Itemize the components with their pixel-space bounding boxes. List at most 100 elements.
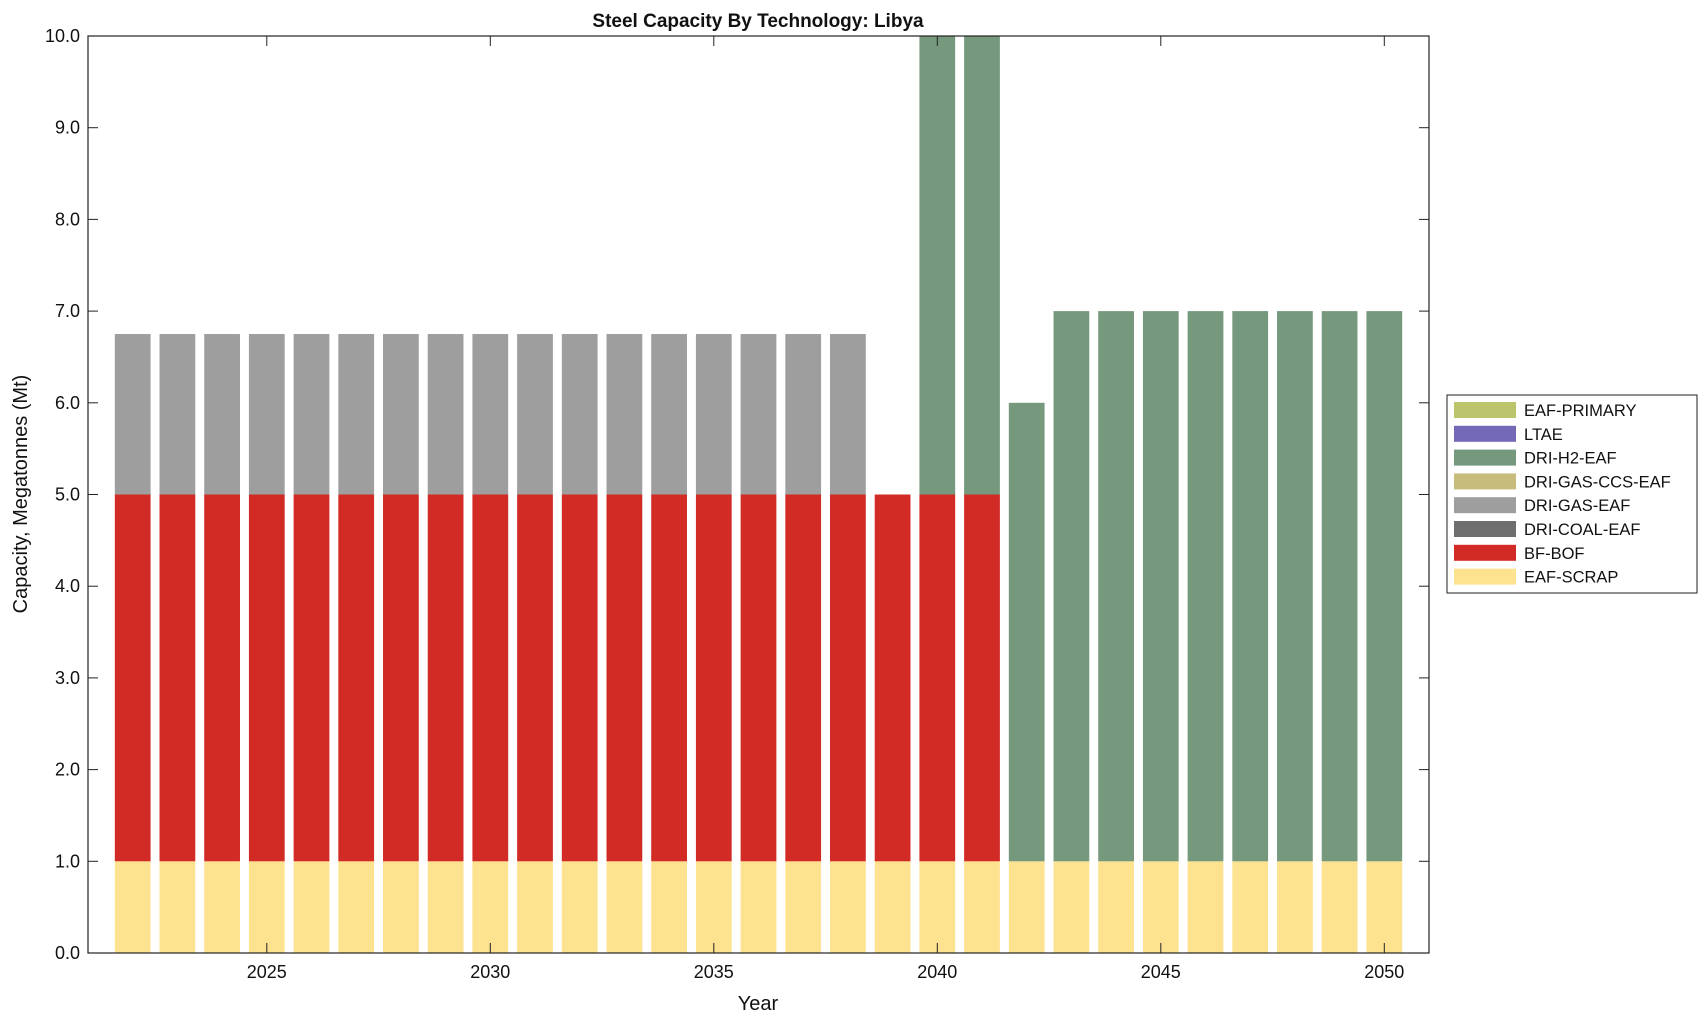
bar-bf-bof-2041 [964, 494, 1000, 862]
y-tick-label: 2.0 [55, 760, 80, 780]
bar-dri-h2-eaf-2045 [1142, 311, 1179, 862]
bar-bf-bof-2024 [204, 494, 240, 862]
legend-swatch-dri-gas-ccs-eaf [1454, 473, 1516, 490]
legend-swatch-dri-gas-eaf [1454, 497, 1516, 514]
bar-dri-h2-eaf-2041 [964, 36, 1000, 495]
chart-title: Steel Capacity By Technology: Libya [592, 11, 924, 32]
bar-eaf-scrap-2027 [338, 861, 375, 953]
legend-label-eaf-scrap: EAF-SCRAP [1524, 569, 1618, 587]
bar-bf-bof-2036 [740, 494, 777, 862]
bar-dri-gas-eaf-2036 [740, 334, 777, 495]
y-tick-label: 5.0 [55, 485, 80, 505]
y-tick-label: 0.0 [55, 943, 80, 963]
y-tick-label: 3.0 [55, 668, 80, 688]
bar-bf-bof-2029 [427, 494, 464, 862]
bar-dri-gas-eaf-2026 [293, 334, 330, 495]
bar-eaf-scrap-2026 [293, 861, 330, 953]
y-tick-label: 6.0 [55, 393, 80, 413]
bar-bf-bof-2023 [159, 494, 196, 862]
bar-dri-h2-eaf-2050 [1366, 311, 1403, 862]
bar-bf-bof-2034 [651, 494, 687, 862]
bar-dri-gas-eaf-2029 [427, 334, 464, 495]
y-tick-label: 9.0 [55, 118, 80, 138]
bar-dri-gas-eaf-2033 [606, 334, 643, 495]
bar-eaf-scrap-2023 [159, 861, 196, 953]
legend-label-dri-h2-eaf: DRI-H2-EAF [1524, 450, 1617, 468]
bar-eaf-scrap-2043 [1053, 861, 1090, 953]
legend-swatch-eaf-scrap [1454, 568, 1516, 585]
bar-dri-h2-eaf-2042 [1008, 402, 1045, 862]
bar-dri-h2-eaf-2044 [1098, 311, 1134, 862]
x-tick-label: 2035 [694, 962, 734, 982]
bar-dri-gas-eaf-2027 [338, 334, 375, 495]
bar-bf-bof-2031 [517, 494, 553, 862]
legend-swatch-dri-coal-eaf [1454, 521, 1516, 537]
bar-eaf-scrap-2050 [1366, 861, 1403, 953]
bar-bf-bof-2039 [874, 494, 911, 862]
legend-box [1446, 394, 1698, 594]
bar-eaf-scrap-2034 [651, 861, 687, 953]
bar-eaf-scrap-2040 [919, 861, 956, 953]
x-tick-label: 2040 [917, 962, 957, 982]
bar-eaf-scrap-2025 [248, 861, 285, 953]
bar-bf-bof-2030 [472, 494, 509, 862]
bar-bf-bof-2025 [248, 494, 285, 862]
bar-eaf-scrap-2042 [1008, 861, 1045, 953]
bar-dri-gas-eaf-2022 [114, 334, 151, 495]
bar-dri-gas-eaf-2034 [651, 334, 687, 495]
bar-eaf-scrap-2049 [1321, 861, 1358, 953]
legend-swatch-eaf-primary [1454, 402, 1516, 418]
bar-eaf-scrap-2031 [517, 861, 553, 953]
x-tick-label: 2025 [247, 962, 287, 982]
bar-bf-bof-2035 [695, 494, 732, 862]
bar-eaf-scrap-2028 [383, 861, 419, 953]
bar-dri-h2-eaf-2043 [1053, 311, 1090, 862]
bar-dri-h2-eaf-2049 [1321, 311, 1358, 862]
legend-swatch-bf-bof [1454, 544, 1516, 561]
bar-bf-bof-2028 [383, 494, 419, 862]
bar-eaf-scrap-2047 [1232, 861, 1269, 953]
legend-label-dri-coal-eaf: DRI-COAL-EAF [1524, 521, 1640, 539]
bar-eaf-scrap-2039 [874, 861, 911, 953]
bar-dri-gas-eaf-2023 [159, 334, 196, 495]
legend-swatch-dri-h2-eaf [1454, 449, 1516, 466]
bar-eaf-scrap-2035 [695, 861, 732, 953]
bar-eaf-scrap-2022 [114, 861, 151, 953]
legend-label-dri-gas-eaf: DRI-GAS-EAF [1524, 497, 1630, 515]
bar-eaf-scrap-2030 [472, 861, 509, 953]
y-tick-label: 4.0 [55, 576, 80, 596]
bar-eaf-scrap-2033 [606, 861, 643, 953]
legend-label-ltae: LTAE [1524, 426, 1563, 444]
bar-eaf-scrap-2024 [204, 861, 240, 953]
bar-eaf-scrap-2048 [1277, 861, 1313, 953]
bar-dri-gas-eaf-2038 [830, 334, 866, 495]
bar-eaf-scrap-2044 [1098, 861, 1134, 953]
legend: EAF-PRIMARY LTAE DRI-H2-EAF DRI-GAS-CCS-EAF… [1446, 394, 1698, 594]
x-tick-label: 2050 [1364, 962, 1404, 982]
bar-dri-gas-eaf-2030 [472, 334, 509, 495]
bar-bf-bof-2022 [114, 494, 151, 862]
y-tick-label: 10.0 [45, 26, 80, 46]
bar-dri-gas-eaf-2031 [517, 334, 553, 495]
bar-eaf-scrap-2037 [785, 861, 822, 953]
y-tick-label: 7.0 [55, 301, 80, 321]
bar-bf-bof-2038 [830, 494, 866, 862]
x-tick-label: 2045 [1141, 962, 1181, 982]
bar-dri-gas-eaf-2028 [383, 334, 419, 495]
y-tick-label: 8.0 [55, 209, 80, 229]
bar-dri-h2-eaf-2040 [919, 36, 956, 495]
bar-dri-h2-eaf-2046 [1187, 311, 1224, 862]
x-tick-label: 2030 [470, 962, 510, 982]
bar-dri-h2-eaf-2048 [1277, 311, 1313, 862]
bar-eaf-scrap-2036 [740, 861, 777, 953]
bar-dri-gas-eaf-2025 [248, 334, 285, 495]
legend-label-eaf-primary: EAF-PRIMARY [1524, 402, 1636, 420]
legend-swatch-ltae [1454, 425, 1516, 442]
bar-dri-gas-eaf-2037 [785, 334, 822, 495]
bar-bf-bof-2027 [338, 494, 375, 862]
bar-bf-bof-2032 [561, 494, 598, 862]
bar-dri-h2-eaf-2047 [1232, 311, 1269, 862]
bar-eaf-scrap-2038 [830, 861, 866, 953]
y-tick-label: 1.0 [55, 851, 80, 871]
